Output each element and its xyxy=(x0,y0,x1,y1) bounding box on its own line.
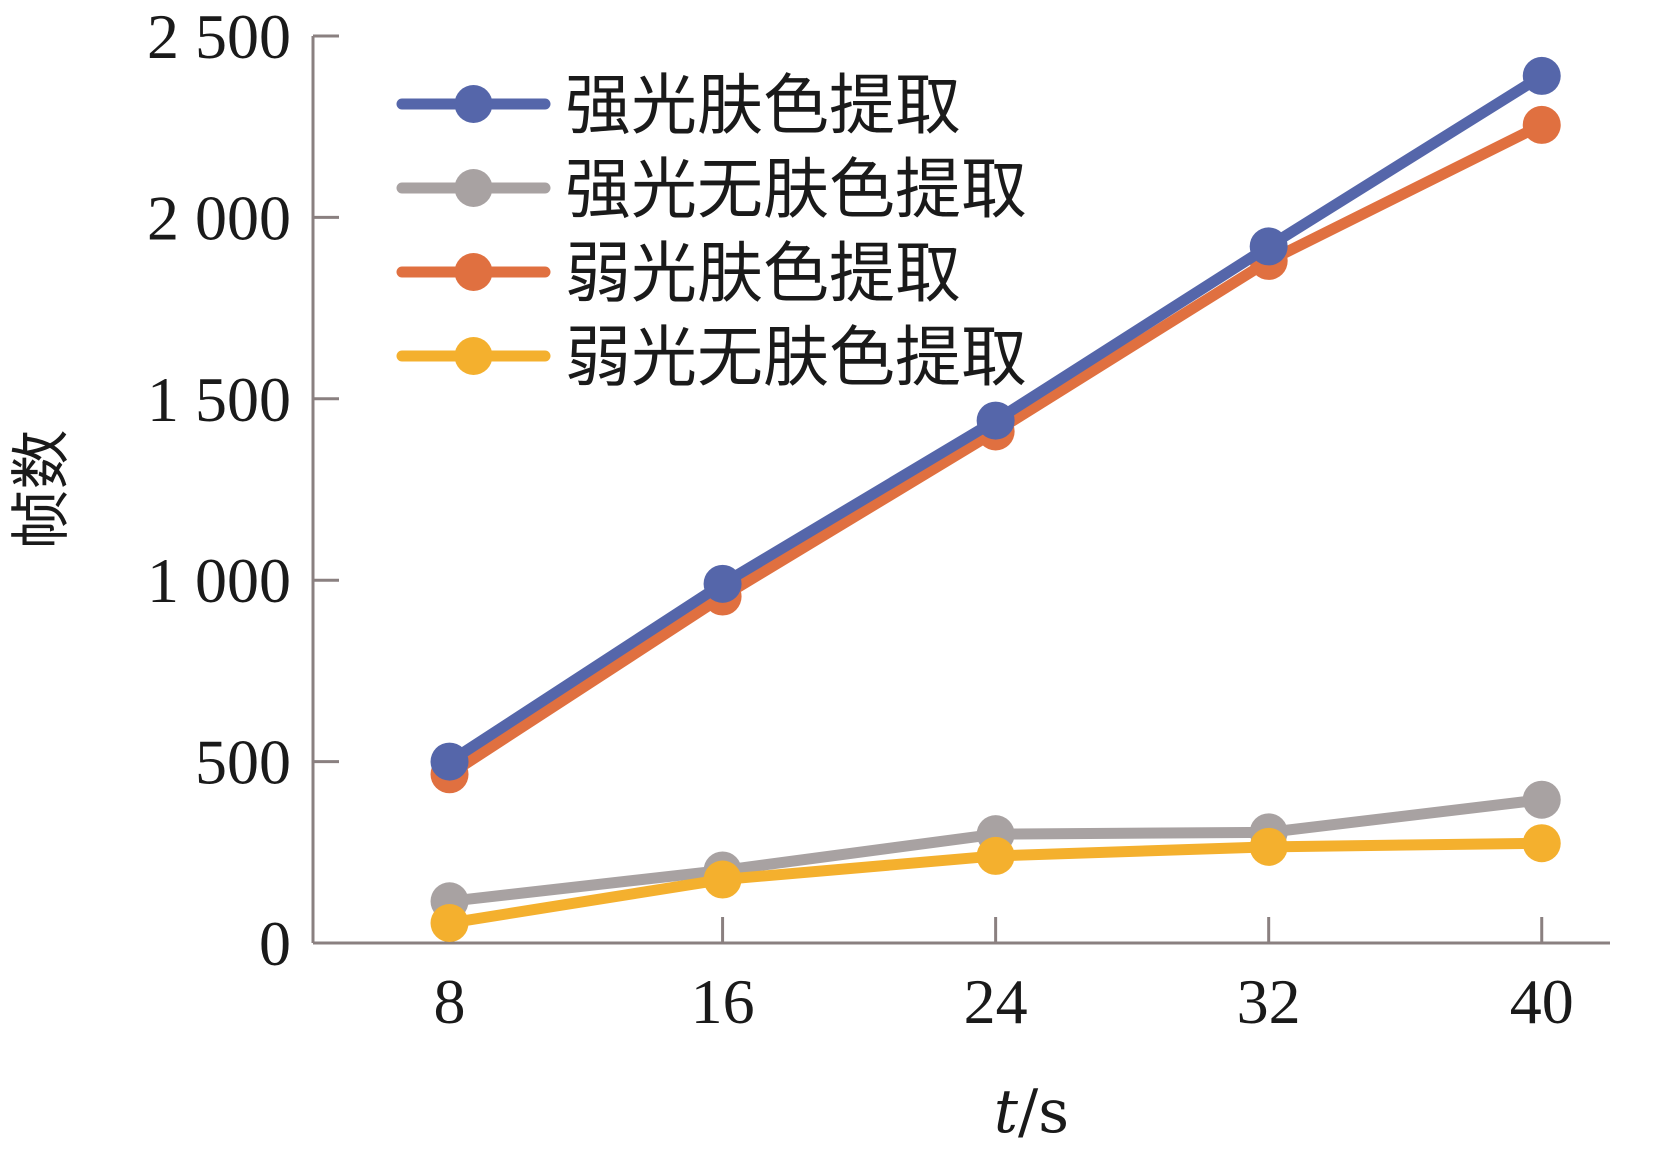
data-point xyxy=(430,904,469,943)
legend-label: 弱光肤色提取 xyxy=(565,235,961,312)
data-point xyxy=(1522,824,1561,863)
y-tick-label: 2 500 xyxy=(147,1,291,72)
data-point xyxy=(1249,827,1288,866)
x-axis-title-var: t xyxy=(994,1077,1019,1147)
legend-item: 弱光无肤色提取 xyxy=(396,319,1027,396)
series-lines xyxy=(430,56,1561,943)
series-1 xyxy=(430,56,1561,781)
data-point xyxy=(1522,780,1561,819)
legend-swatch-marker xyxy=(454,169,493,207)
data-point xyxy=(430,742,469,781)
x-axis-title: t/s xyxy=(994,1077,1069,1147)
x-ticks: 8 16 24 32 40 xyxy=(434,917,1574,1037)
legend-item: 弱光肤色提取 xyxy=(396,235,961,312)
legend-label: 强光肤色提取 xyxy=(565,67,961,144)
y-tick-label: 500 xyxy=(195,727,291,798)
y-tick-label: 0 xyxy=(259,908,291,979)
legend-label: 弱光无肤色提取 xyxy=(565,319,1027,396)
x-tick-label: 8 xyxy=(434,966,466,1037)
y-ticks: 0 500 1 000 1 500 2 000 2 500 xyxy=(147,1,339,979)
data-point xyxy=(1522,56,1561,95)
data-point xyxy=(703,564,742,603)
axes xyxy=(311,36,1610,945)
legend-swatch-marker xyxy=(454,337,493,375)
x-tick-label: 16 xyxy=(691,966,755,1037)
y-tick-label: 1 000 xyxy=(147,545,291,616)
data-point xyxy=(703,860,742,899)
y-axis-title: 帧数 xyxy=(7,430,77,550)
legend-swatch-marker xyxy=(454,253,493,291)
x-tick-label: 24 xyxy=(964,966,1028,1037)
y-tick-label: 2 000 xyxy=(147,182,291,253)
legend-item: 强光无肤色提取 xyxy=(396,151,1027,228)
y-tick-label: 1 500 xyxy=(147,364,291,435)
data-point xyxy=(1522,105,1561,144)
series-4 xyxy=(430,824,1561,943)
legend-item: 强光肤色提取 xyxy=(396,67,961,144)
legend-label: 强光无肤色提取 xyxy=(565,151,1027,228)
x-axis-title-unit: /s xyxy=(1018,1077,1069,1147)
legend-swatch-marker xyxy=(454,85,493,123)
data-point xyxy=(1249,227,1288,266)
x-tick-label: 32 xyxy=(1237,966,1301,1037)
data-point xyxy=(976,401,1015,440)
x-tick-label: 40 xyxy=(1510,966,1574,1037)
data-point xyxy=(976,836,1015,875)
